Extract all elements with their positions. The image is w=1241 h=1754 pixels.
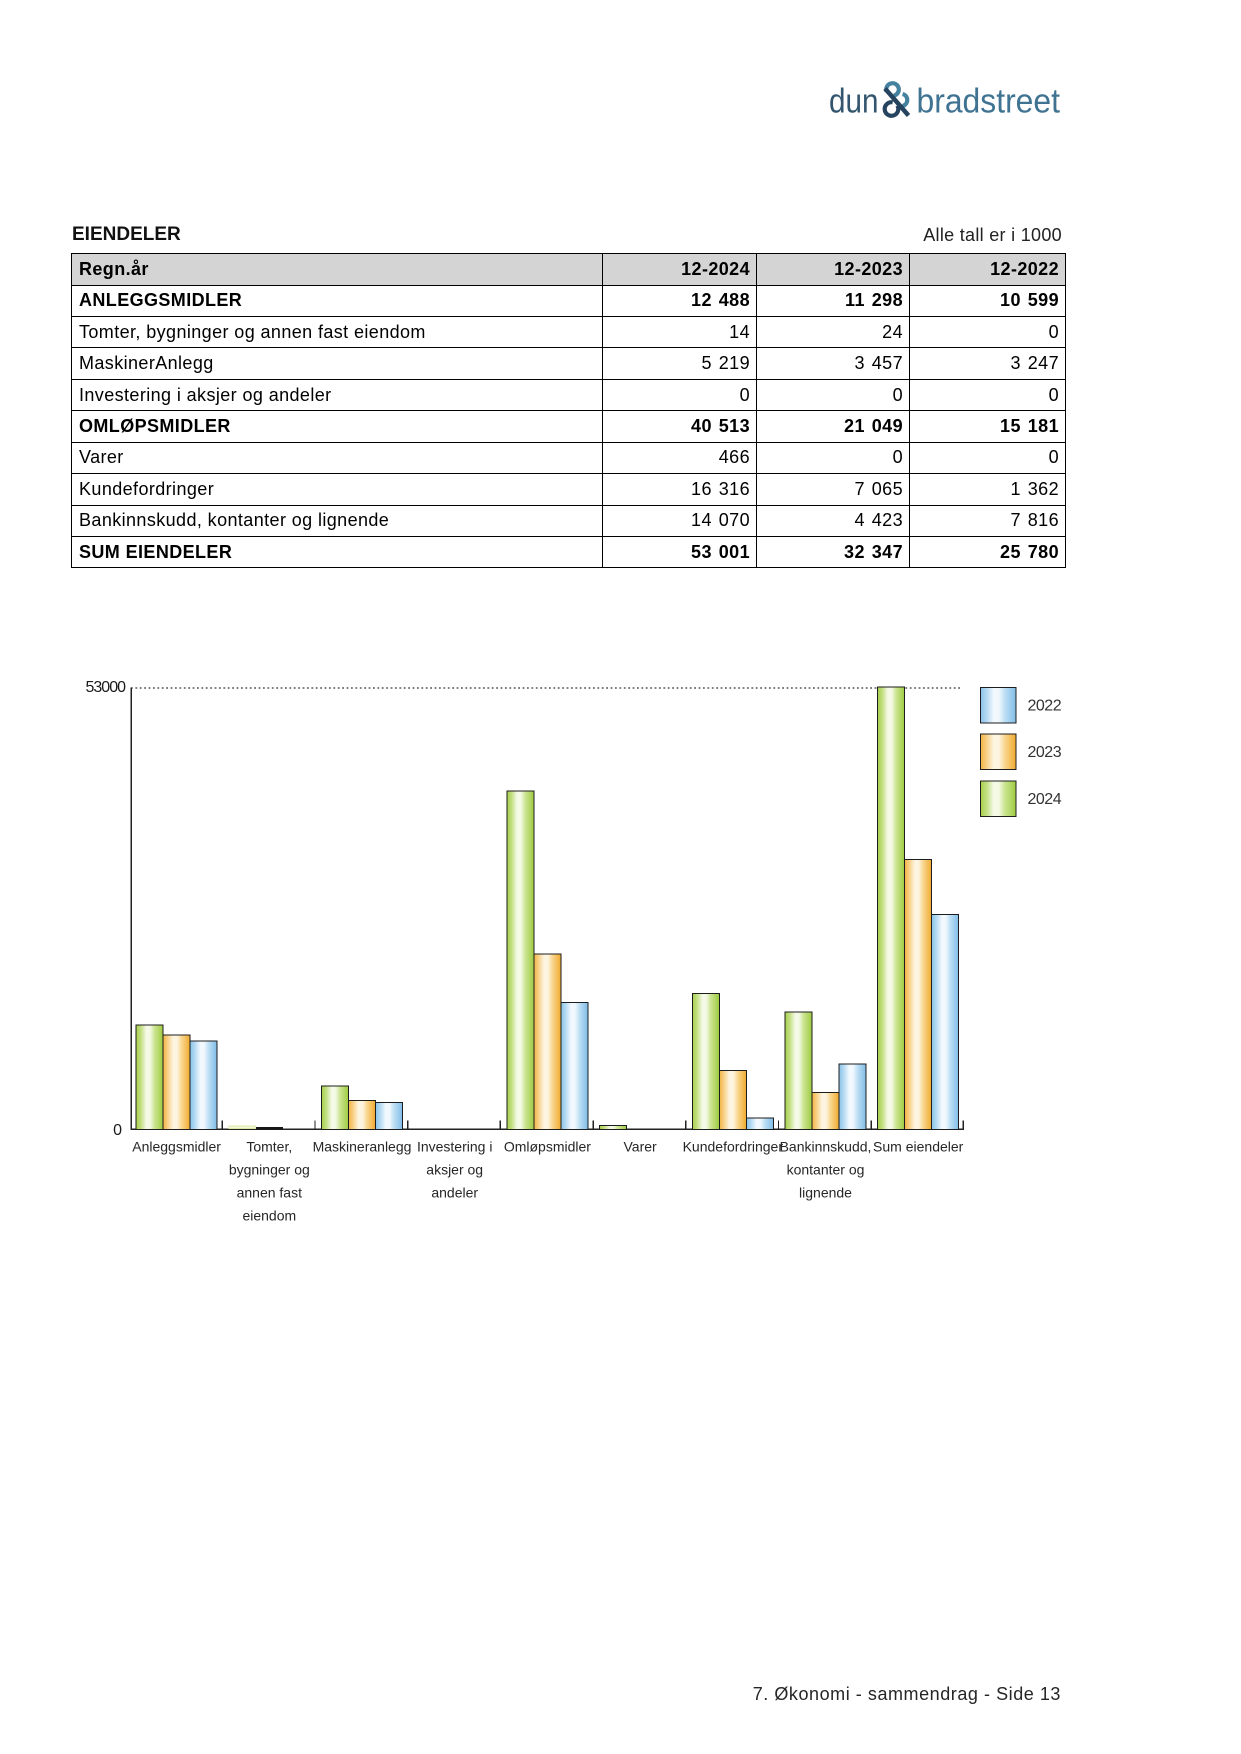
svg-text:0: 0 [113, 1122, 122, 1139]
svg-text:bradstreet: bradstreet [917, 83, 1061, 121]
svg-text:Investering i: Investering i [417, 1139, 492, 1155]
svg-text:Varer: Varer [623, 1139, 657, 1155]
svg-text:annen fast: annen fast [237, 1185, 302, 1201]
svg-text:bygninger og: bygninger og [229, 1162, 310, 1178]
svg-text:dun: dun [829, 83, 879, 121]
svg-text:eiendom: eiendom [242, 1208, 296, 1224]
svg-text:53000: 53000 [86, 679, 127, 696]
svg-text:Tomter,: Tomter, [246, 1139, 292, 1155]
svg-text:Bankinnskudd,: Bankinnskudd, [780, 1139, 872, 1155]
svg-text:kontanter og: kontanter og [787, 1162, 865, 1178]
svg-text:Omløpsmidler: Omløpsmidler [504, 1139, 591, 1155]
svg-text:aksjer og: aksjer og [426, 1162, 483, 1178]
svg-text:Maskineranlegg: Maskineranlegg [313, 1139, 412, 1155]
svg-text:Sum eiendeler: Sum eiendeler [873, 1139, 964, 1155]
svg-text:Anleggsmidler: Anleggsmidler [132, 1139, 221, 1155]
svg-text:2024: 2024 [1028, 791, 1062, 808]
svg-text:2022: 2022 [1028, 697, 1062, 714]
svg-text:Kundefordringer: Kundefordringer [683, 1139, 784, 1155]
svg-text:2023: 2023 [1028, 744, 1062, 761]
svg-text:andeler: andeler [431, 1185, 478, 1201]
svg-text:lignende: lignende [799, 1185, 852, 1201]
